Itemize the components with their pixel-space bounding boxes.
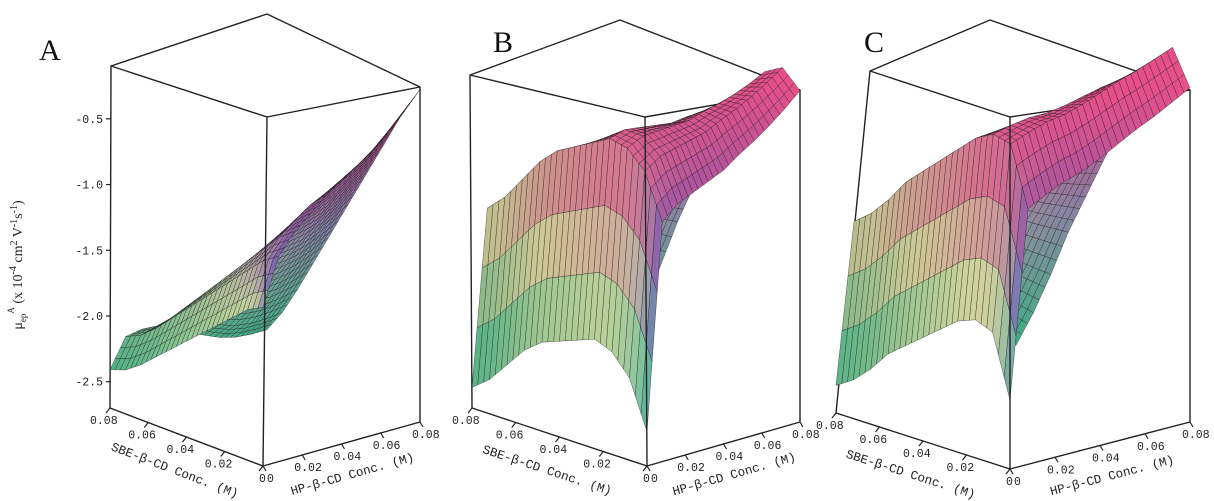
y-tick-label: 0.04 — [1092, 453, 1120, 466]
z-tick-label: -0.5 — [75, 114, 103, 127]
y-tick-label: 0.02 — [677, 462, 705, 475]
x-tick-mark — [182, 436, 187, 443]
y-tick-mark — [419, 421, 424, 428]
x-tick-label: 0.02 — [583, 459, 611, 472]
x-tick-label: 0.04 — [903, 448, 931, 461]
x-tick-label: 0 — [1006, 476, 1013, 489]
y-tick-label: 0.06 — [1137, 441, 1165, 454]
y-tick-mark — [799, 421, 804, 428]
y-tick-mark — [646, 465, 651, 472]
z-tick-label: -1.0 — [75, 180, 103, 193]
x-tick-mark — [511, 422, 517, 428]
y-tick-label: 0.08 — [412, 429, 440, 442]
x-tick-mark — [143, 422, 149, 428]
x-tick-label: 0 — [643, 473, 650, 486]
box-back — [109, 13, 421, 422]
y-tick-mark — [1054, 456, 1059, 463]
x-tick-label: 0.04 — [167, 444, 195, 457]
x-tick-mark — [220, 451, 226, 457]
y-tick-mark — [262, 465, 267, 472]
z-axis-title: μepA (x 10-4 cm2 V-1s-1) — [6, 200, 28, 330]
surface — [835, 47, 1191, 401]
y-tick-mark — [684, 454, 689, 461]
box-front-edge — [262, 116, 268, 467]
y-tick-mark — [1144, 433, 1149, 440]
x-tick-label: 0.02 — [947, 462, 975, 475]
y-tick-label: 0.04 — [716, 451, 744, 464]
x-tick-label: 0.04 — [540, 444, 568, 457]
y-tick-label: 0.08 — [1182, 429, 1210, 442]
y-tick-mark — [301, 454, 306, 461]
y-tick-label: 0 — [267, 473, 274, 486]
surface — [471, 67, 801, 432]
x-tick-mark — [1005, 468, 1011, 475]
y-tick-mark — [722, 443, 728, 450]
x-tick-mark — [831, 412, 837, 419]
x-tick-mark — [918, 440, 924, 447]
panel-label: A — [39, 34, 61, 67]
y-tick-mark — [1099, 445, 1104, 451]
x-tick-mark — [467, 407, 473, 414]
box-left-edge — [469, 74, 473, 409]
box-front-edge — [644, 116, 648, 467]
x-tick-mark — [598, 451, 604, 457]
y-tick-label: 0 — [651, 473, 658, 486]
panel-label: B — [493, 26, 513, 59]
x-tick-label: 0.08 — [90, 415, 118, 428]
x-tick-label: 0.02 — [205, 459, 233, 472]
x-tick-label: 0.06 — [128, 430, 156, 443]
x-tick-mark — [962, 454, 967, 461]
x-tick-mark — [258, 465, 264, 472]
y-tick-mark — [1189, 421, 1194, 428]
y-tick-label: 0.08 — [792, 429, 820, 442]
y-tick-label: 0.02 — [1047, 464, 1075, 477]
x-tick-mark — [875, 426, 880, 433]
z-axis: -0.5 -1.0 -1.5 -2.0 -2.5 μepA (x 10-4 cm2 V-1… — [6, 114, 111, 390]
x-tick-label: 0 — [259, 473, 266, 486]
y-tick-mark — [1009, 468, 1014, 475]
y-tick-label: 0.06 — [373, 440, 401, 453]
y-tick-label: 0.02 — [294, 462, 322, 475]
y-tick-label: 0.04 — [334, 451, 362, 464]
z-tick-label: -2.0 — [75, 311, 103, 324]
x-tick-mark — [555, 436, 560, 443]
box-left-edge — [109, 65, 112, 409]
y-tick-mark — [380, 432, 385, 439]
y-tick-label: 0 — [1014, 476, 1021, 489]
x-tick-mark — [642, 465, 648, 472]
z-tick-label: -2.5 — [75, 377, 103, 390]
y-tick-mark — [340, 443, 346, 450]
x-tick-label: 0.08 — [816, 420, 844, 433]
box-back — [469, 19, 801, 422]
z-tick-label: -1.5 — [75, 245, 103, 258]
y-tick-mark — [761, 432, 766, 439]
panel-label: C — [864, 26, 884, 59]
x-tick-label: 0.06 — [860, 434, 888, 447]
x-tick-label: 0.06 — [496, 430, 524, 443]
x-tick-mark — [105, 407, 111, 414]
y-tick-label: 0.06 — [754, 440, 782, 453]
x-tick-label: 0.08 — [452, 415, 480, 428]
